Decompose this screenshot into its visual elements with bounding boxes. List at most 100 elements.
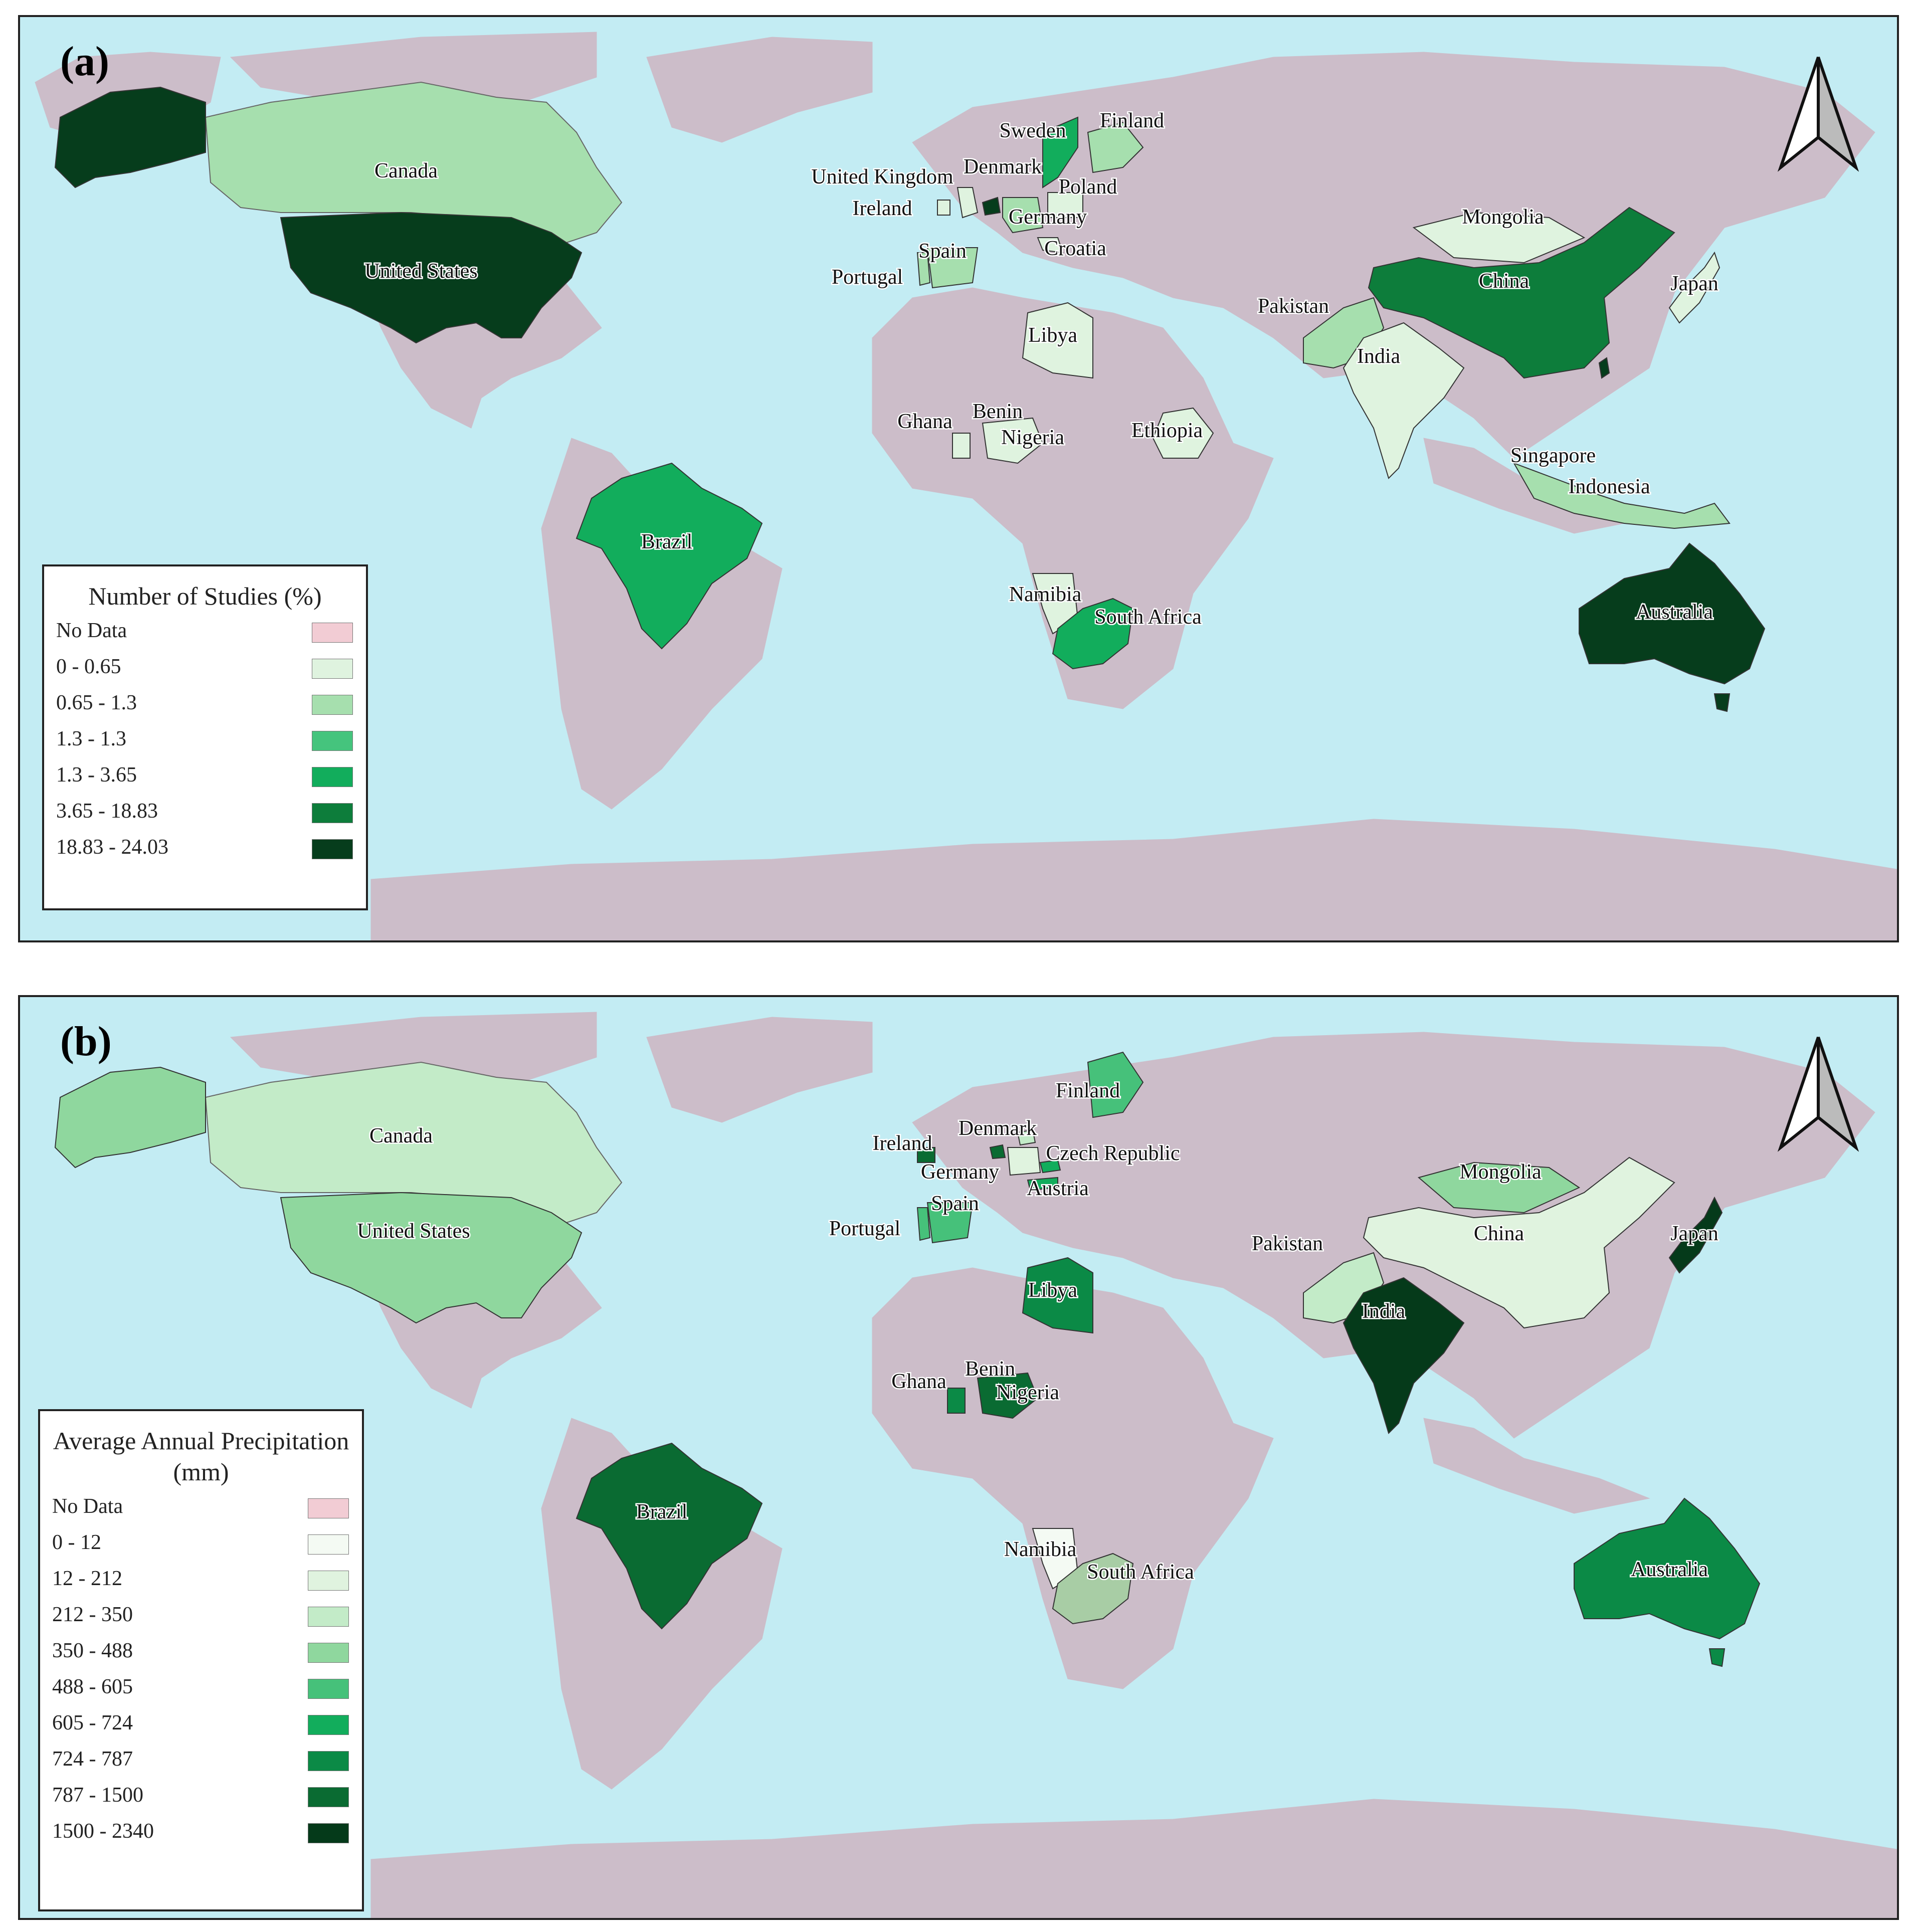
label-spain-a: Spain: [918, 240, 967, 263]
legend-item-label: 0 - 0.65: [56, 655, 121, 678]
label-ghana-b: Ghana: [891, 1370, 946, 1393]
country-indonesia-a: [1512, 462, 1731, 529]
legend-item: 212 - 350: [40, 1599, 362, 1635]
world-map-a: Canada United States Brazil Sweden Finla…: [35, 32, 1897, 940]
country-mongolia-a: [1412, 212, 1586, 264]
label-libya-a: Libya: [1028, 324, 1077, 347]
label-denmark-a: Denmark: [964, 155, 1042, 178]
label-china-b: China: [1474, 1222, 1524, 1245]
country-sweden-a: [1042, 116, 1078, 188]
legend-item-label: 1500 - 2340: [52, 1820, 154, 1843]
country-czech-b: [1039, 1159, 1061, 1174]
legend-item-label: No Data: [52, 1495, 123, 1518]
label-japan-b: Japan: [1670, 1222, 1718, 1245]
legend-item-label: 12 - 212: [52, 1567, 122, 1590]
country-spain-a: [926, 247, 979, 289]
country-germany-b: [1007, 1147, 1041, 1176]
label-nigeria-a: Nigeria: [1001, 426, 1064, 449]
label-ghana-a: Ghana: [897, 410, 952, 433]
legend-swatch: [308, 1751, 349, 1771]
label-brazil-b: Brazil: [636, 1500, 688, 1523]
country-denmark-b: [1017, 1129, 1036, 1146]
legend-item-label: 18.83 - 24.03: [56, 836, 168, 859]
legend-swatch: [312, 659, 353, 679]
legend-item-label: 350 - 488: [52, 1639, 133, 1662]
legend-item-label: 1.3 - 3.65: [56, 763, 137, 787]
legend-item: 0 - 0.65: [44, 651, 366, 687]
world-map-b: Canada United States Brazil Finland Denm…: [54, 1012, 1897, 1918]
label-portugal-b: Portugal: [829, 1217, 900, 1240]
legend-swatch: [312, 731, 353, 751]
label-canada-a: Canada: [374, 159, 438, 182]
legend-b: Average Annual Precipitation (mm) No Dat…: [38, 1409, 364, 1911]
label-croatia-a: Croatia: [1044, 237, 1106, 260]
legend-swatch: [308, 1607, 349, 1627]
label-mongolia-a: Mongolia: [1462, 206, 1544, 229]
country-india-b: [1343, 1277, 1465, 1434]
legend-item: 0.65 - 1.3: [44, 687, 366, 723]
country-alaska-b: [54, 1066, 206, 1169]
legend-swatch: [308, 1534, 349, 1555]
legend-item-label: 212 - 350: [52, 1603, 133, 1626]
country-mongolia-b: [1417, 1162, 1581, 1214]
legend-item: 1500 - 2340: [40, 1815, 362, 1851]
legend-item: 787 - 1500: [40, 1779, 362, 1815]
legend-item: 3.65 - 18.83: [44, 795, 366, 831]
label-namibia-b: Namibia: [1004, 1538, 1077, 1561]
label-benin-b: Benin: [965, 1358, 1015, 1381]
country-portugal-a: [916, 252, 931, 286]
country-ghana-b: [947, 1388, 966, 1414]
country-taiwan-a: [1598, 357, 1610, 379]
north-arrow-icon: [1777, 1037, 1859, 1152]
panel-letter-b: (b): [60, 1018, 112, 1065]
legend-item-label: 0 - 12: [52, 1531, 101, 1554]
country-japan-a: [1668, 251, 1720, 324]
label-pakistan-b: Pakistan: [1252, 1232, 1323, 1255]
legend-swatch: [308, 1498, 349, 1518]
country-poland-a: [1047, 192, 1083, 218]
legend-swatch: [308, 1715, 349, 1735]
label-nigeria-b: Nigeria: [996, 1381, 1059, 1404]
label-portugal-a: Portugal: [832, 266, 903, 289]
legend-item: 350 - 488: [40, 1635, 362, 1671]
country-portugal-b: [916, 1207, 931, 1241]
country-libya-b: [1022, 1257, 1093, 1334]
panel-letter-a: (a): [60, 38, 109, 85]
legend-item: 0 - 12: [40, 1526, 362, 1563]
country-nigeria-b: [977, 1372, 1039, 1419]
label-india-b: India: [1362, 1300, 1406, 1323]
legend-item: No Data: [44, 615, 366, 651]
legend-item-label: No Data: [56, 619, 127, 642]
legend-item-label: 488 - 605: [52, 1675, 133, 1698]
label-canada-b: Canada: [369, 1124, 433, 1147]
country-netherlands-a: [982, 197, 1001, 216]
country-brazil-b: [576, 1442, 763, 1630]
legend-item: 724 - 787: [40, 1743, 362, 1779]
country-australia-b: [1574, 1497, 1761, 1640]
country-tasmania-b: [1708, 1648, 1726, 1667]
legend-a: Number of Studies (%) No Data 0 - 0.65 0.6…: [42, 564, 368, 910]
country-nigeria-a: [982, 417, 1044, 464]
country-tasmania-a: [1713, 693, 1731, 712]
legend-item-label: 3.65 - 18.83: [56, 800, 158, 823]
label-finland-b: Finland: [1056, 1079, 1120, 1102]
country-finland-a: [1087, 121, 1144, 173]
label-india-a: India: [1357, 345, 1401, 368]
country-spain-b: [926, 1202, 974, 1244]
country-china-a: [1368, 207, 1675, 379]
legend-swatch: [312, 623, 353, 643]
country-australia-a: [1579, 542, 1766, 685]
label-ireland-b: Ireland: [873, 1132, 932, 1155]
map-panel-a: Canada United States Brazil Sweden Finla…: [18, 15, 1899, 942]
label-united-kingdom-a: United Kingdom: [811, 165, 953, 188]
country-uk-a: [957, 187, 979, 219]
legend-item-label: 724 - 787: [52, 1748, 133, 1771]
legend-item-label: 787 - 1500: [52, 1784, 143, 1807]
legend-item: 1.3 - 1.3: [44, 723, 366, 759]
label-ethiopia-a: Ethiopia: [1131, 419, 1203, 442]
legend-item: 12 - 212: [40, 1563, 362, 1599]
label-united-states-b: United States: [357, 1220, 470, 1243]
country-libya-a: [1022, 302, 1093, 379]
legend-item-label: 0.65 - 1.3: [56, 691, 137, 714]
label-united-states-a: United States: [364, 260, 477, 283]
